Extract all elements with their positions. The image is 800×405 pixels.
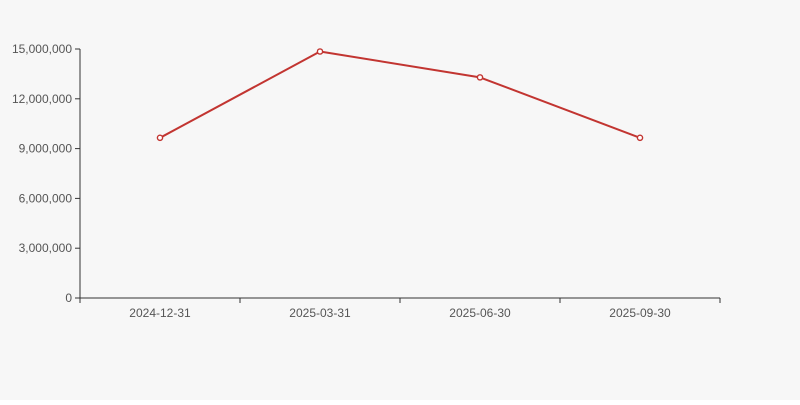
x-axis-tick-label: 2024-12-31 [129, 306, 191, 320]
data-point-marker[interactable] [636, 134, 644, 142]
y-axis-tick-label: 9,000,000 [19, 142, 73, 156]
x-axis-tick-label: 2025-03-31 [289, 306, 351, 320]
x-axis-tick-label: 2025-09-30 [609, 306, 671, 320]
y-axis-tick-label: 0 [65, 291, 72, 305]
x-axis-tick-label: 2025-06-30 [449, 306, 511, 320]
y-axis-tick-label: 12,000,000 [12, 92, 72, 106]
data-point-marker[interactable] [316, 48, 324, 55]
y-axis-tick-label: 3,000,000 [19, 241, 73, 255]
data-point-marker[interactable] [476, 74, 484, 81]
series-line [159, 50, 641, 139]
y-axis-tick-label: 6,000,000 [19, 191, 73, 205]
y-axis-tick-label: 15,000,000 [12, 42, 72, 56]
data-point-marker[interactable] [156, 134, 164, 142]
